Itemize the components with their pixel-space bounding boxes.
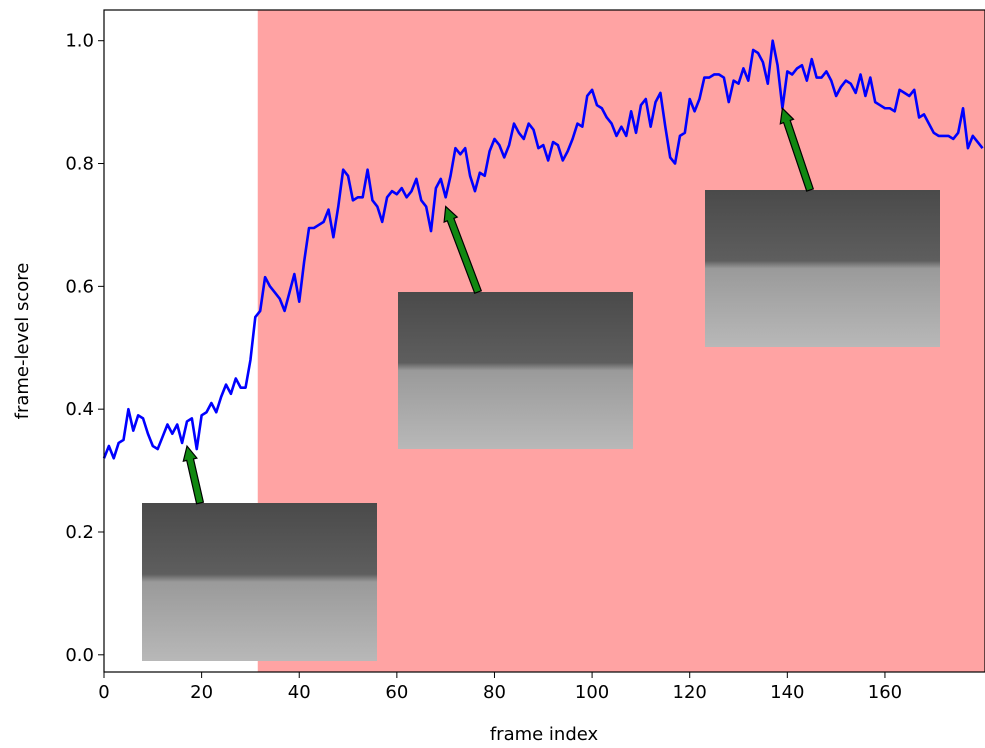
x-tick-label: 0: [98, 682, 109, 703]
x-tick-label: 60: [385, 682, 408, 703]
x-tick-label: 140: [770, 682, 804, 703]
y-tick-label: 0.2: [65, 522, 94, 543]
inset-image: [398, 292, 633, 449]
annotation-arrow: [183, 446, 203, 504]
x-tick-label: 80: [483, 682, 506, 703]
x-axis-label: frame index: [490, 724, 599, 745]
y-tick-label: 0.4: [65, 399, 94, 420]
x-tick-label: 20: [190, 682, 213, 703]
y-tick-label: 0.8: [65, 154, 94, 175]
x-tick-label: 40: [288, 682, 311, 703]
x-tick-label: 160: [868, 682, 902, 703]
y-tick-label: 0.6: [65, 276, 94, 297]
x-tick-label: 120: [673, 682, 707, 703]
x-tick-label: 100: [575, 682, 609, 703]
inset-image: [142, 503, 377, 661]
y-axis-label: frame-level score: [12, 263, 33, 420]
chart: 0204060801001201401600.00.20.40.60.81.0 …: [0, 0, 985, 748]
y-tick-label: 1.0: [65, 31, 94, 52]
inset-image: [705, 190, 940, 347]
y-tick-label: 0.0: [65, 645, 94, 666]
